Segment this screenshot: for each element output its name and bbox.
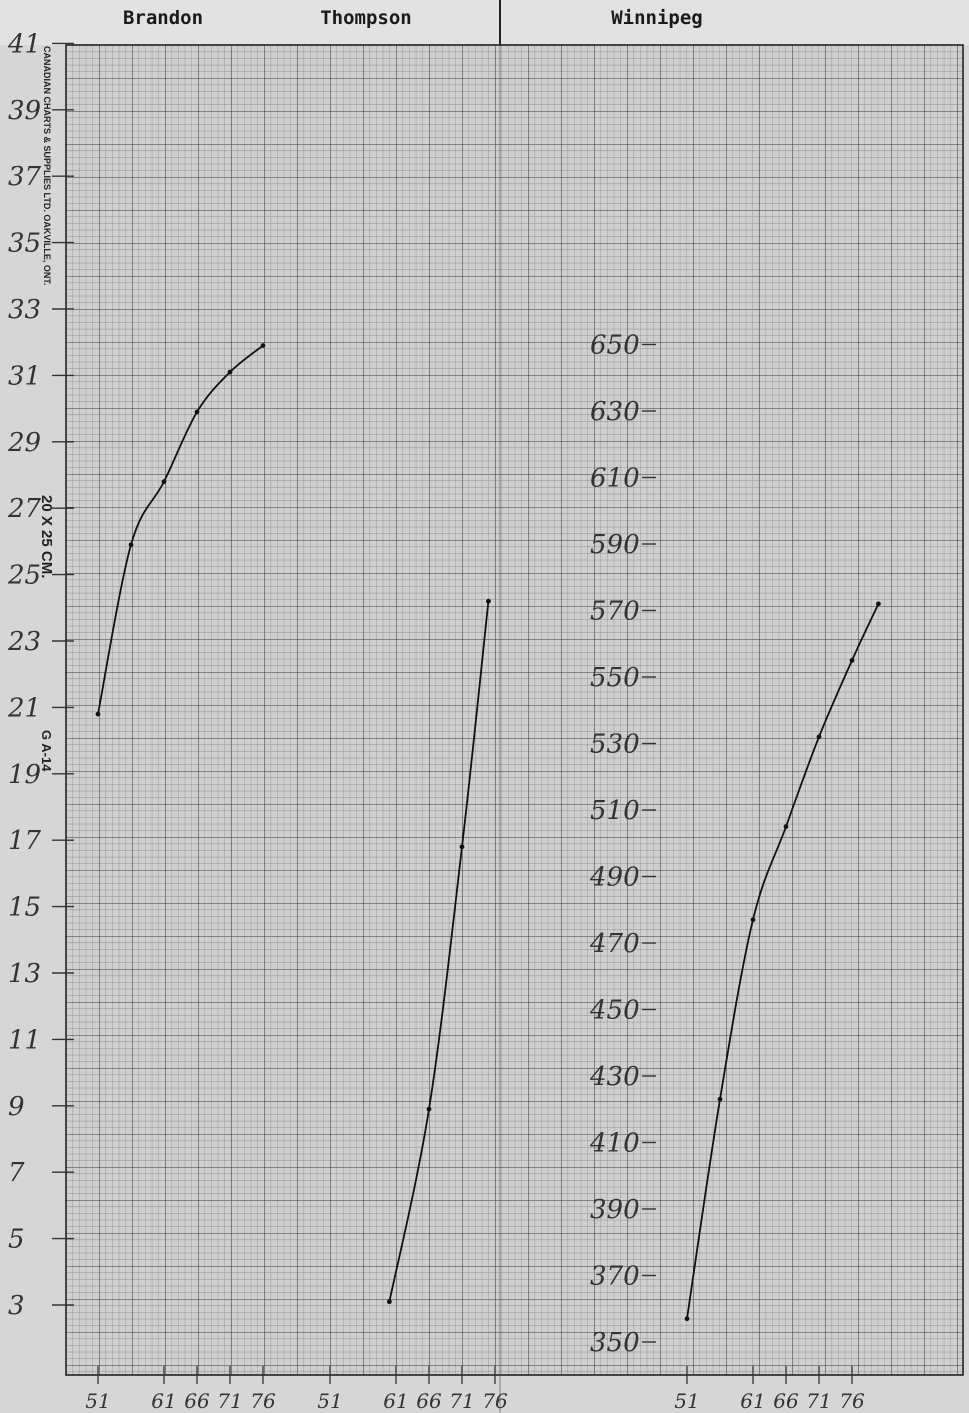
- winnipeg-y-tick-label: 390: [590, 1195, 640, 1225]
- data-point: [717, 1096, 723, 1102]
- data-point: [750, 917, 756, 923]
- left-y-tick-label: 25: [7, 561, 41, 591]
- winnipeg-y-tick-label: 370: [590, 1262, 640, 1292]
- left-y-tick-label: 37: [8, 162, 42, 192]
- winnipeg-y-tick-label: 510: [590, 796, 640, 826]
- winnipeg-y-tick-label: 570: [590, 597, 640, 627]
- left-y-tick-label: 15: [8, 893, 41, 923]
- left-y-tick-label: 35: [8, 229, 41, 259]
- winnipeg-header: Winnipeg: [611, 7, 703, 29]
- winnipeg-y-tick-label: 470: [589, 929, 640, 959]
- winnipeg-y-tick-label: 450: [589, 996, 640, 1026]
- data-point: [227, 369, 233, 375]
- x-tick-label: 76: [839, 1389, 865, 1413]
- data-point: [849, 657, 855, 663]
- x-tick-label: 61: [383, 1389, 408, 1413]
- winnipeg-y-tick-label: 430: [589, 1062, 640, 1092]
- paper-code-imprint: G A-14: [39, 730, 54, 772]
- data-point: [128, 542, 134, 548]
- left-y-tick-label: 29: [7, 428, 41, 458]
- left-y-tick-label: 27: [7, 494, 42, 524]
- left-y-tick-label: 7: [8, 1158, 25, 1188]
- winnipeg-y-tick-label: 550: [590, 663, 640, 693]
- data-point: [260, 343, 266, 348]
- left-y-tick-label: 33: [8, 295, 41, 325]
- x-tick-label: 51: [85, 1389, 110, 1413]
- left-y-tick-label: 11: [8, 1025, 41, 1055]
- winnipeg-y-tick-label: 490: [589, 863, 640, 893]
- x-tick-label: 51: [674, 1389, 699, 1413]
- x-tick-label: 66: [416, 1389, 442, 1413]
- x-tick-label: 61: [740, 1389, 765, 1413]
- data-point: [194, 409, 200, 415]
- x-tick-label: 61: [151, 1389, 176, 1413]
- x-tick-label: 66: [184, 1389, 210, 1413]
- winnipeg-y-tick-label: 410: [589, 1129, 640, 1159]
- data-point: [387, 1299, 392, 1305]
- data-point: [459, 844, 465, 850]
- winnipeg-y-tick-label: 530: [590, 730, 640, 760]
- series-line-2: [686, 603, 880, 1319]
- x-tick-label: 76: [482, 1389, 508, 1413]
- thompson-header: Thompson: [320, 7, 412, 29]
- series-line-1: [388, 601, 490, 1302]
- paper-size-imprint: 20 X 25 CM.: [38, 495, 55, 578]
- left-y-tick-label: 3: [8, 1291, 25, 1321]
- data-point: [161, 479, 167, 485]
- left-y-tick-label: 17: [8, 826, 42, 856]
- left-y-tick-label: 23: [7, 627, 41, 657]
- winnipeg-y-tick-label: 630: [590, 397, 640, 427]
- data-point: [816, 734, 822, 740]
- x-axes: 51 61 66 71 76 51 61 66 71 76 51 61 66 71 76: [85, 1366, 865, 1413]
- data-point: [876, 601, 881, 607]
- winnipeg-y-tick-label: 350: [590, 1328, 640, 1358]
- x-tick-label: 71: [449, 1389, 474, 1413]
- x-tick-label: 51: [317, 1389, 342, 1413]
- left-y-tick-label: 21: [7, 693, 41, 723]
- left-y-tick-label: 41: [7, 29, 41, 59]
- brandon-header: Brandon: [123, 7, 203, 29]
- winnipeg-y-axis: 650 630 610 590 570 550 530 510 490 470 450 430 410 3…: [589, 331, 656, 1358]
- left-y-tick-label: 9: [8, 1092, 25, 1122]
- left-y-axis: 41 39 37 35 33 31 29 27 25 23 21 19 17 15 13 11 9 7 5 3: [7, 29, 74, 1321]
- data-point: [426, 1106, 432, 1112]
- x-tick-label: 71: [217, 1389, 242, 1413]
- left-y-tick-label: 13: [8, 959, 41, 989]
- winnipeg-y-tick-label: 590: [590, 530, 640, 560]
- data-point: [783, 824, 789, 830]
- x-tick-label: 76: [250, 1389, 276, 1413]
- grid-sheet: [65, 44, 964, 1413]
- left-y-tick-label: 39: [8, 96, 41, 126]
- x-tick-label: 71: [806, 1389, 831, 1413]
- left-y-tick-label: 31: [8, 361, 41, 391]
- data-point: [486, 598, 491, 604]
- left-y-tick-label: 5: [8, 1225, 25, 1255]
- supplier-imprint: CANADIAN CHARTS & SUPPLIES LTD. OAKVILLE…: [42, 46, 52, 285]
- x-tick-label: 66: [773, 1389, 799, 1413]
- winnipeg-y-tick-label: 610: [590, 464, 640, 494]
- left-y-tick-label: 19: [8, 760, 41, 790]
- winnipeg-y-tick-label: 650: [590, 331, 640, 361]
- series-layer: [95, 343, 881, 1322]
- data-point: [95, 711, 101, 717]
- data-point: [684, 1316, 690, 1322]
